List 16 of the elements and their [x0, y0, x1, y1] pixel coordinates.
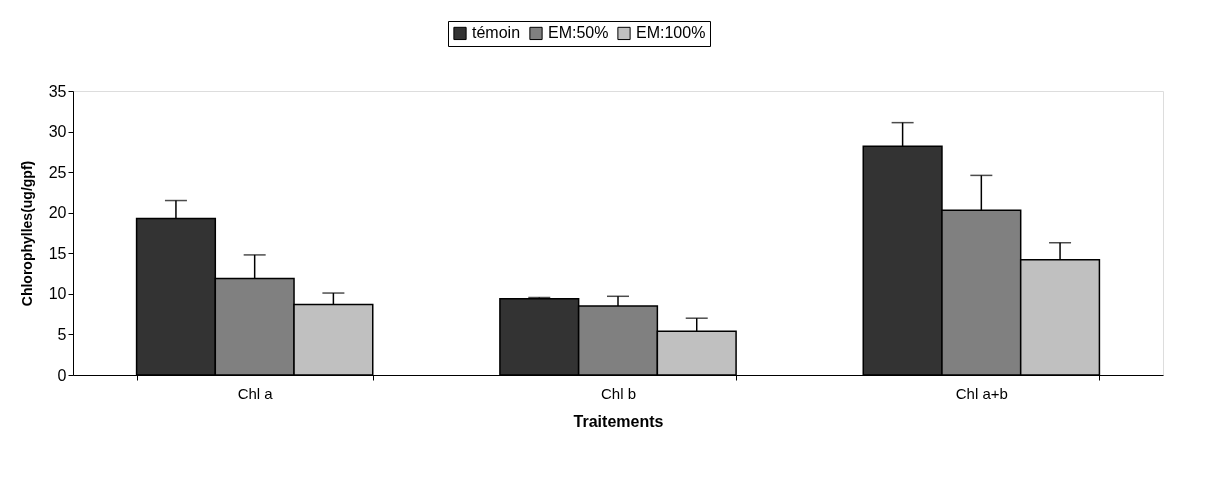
- y-tick-label: 35: [48, 82, 67, 100]
- y-tick-label: 0: [57, 366, 67, 384]
- y-tick-label: 10: [48, 285, 67, 303]
- y-tick-label: 5: [57, 325, 67, 343]
- y-tick-label: 25: [48, 163, 67, 181]
- y-axis-title: Chlorophylles(ug/gpf): [18, 160, 35, 307]
- y-tick-label: 20: [48, 204, 67, 222]
- x-tick-label: Chl a+b: [955, 384, 1008, 402]
- legend-label: témoin: [472, 24, 521, 42]
- legend-label: EM:50%: [548, 24, 609, 42]
- y-tick-label: 15: [48, 244, 67, 262]
- x-tick-label: Chl a: [237, 384, 274, 402]
- x-tick-label: Chl b: [600, 384, 637, 402]
- legend-label: EM:100%: [636, 24, 706, 42]
- y-tick-label: 30: [48, 123, 67, 141]
- x-axis-title: Traitements: [573, 412, 664, 430]
